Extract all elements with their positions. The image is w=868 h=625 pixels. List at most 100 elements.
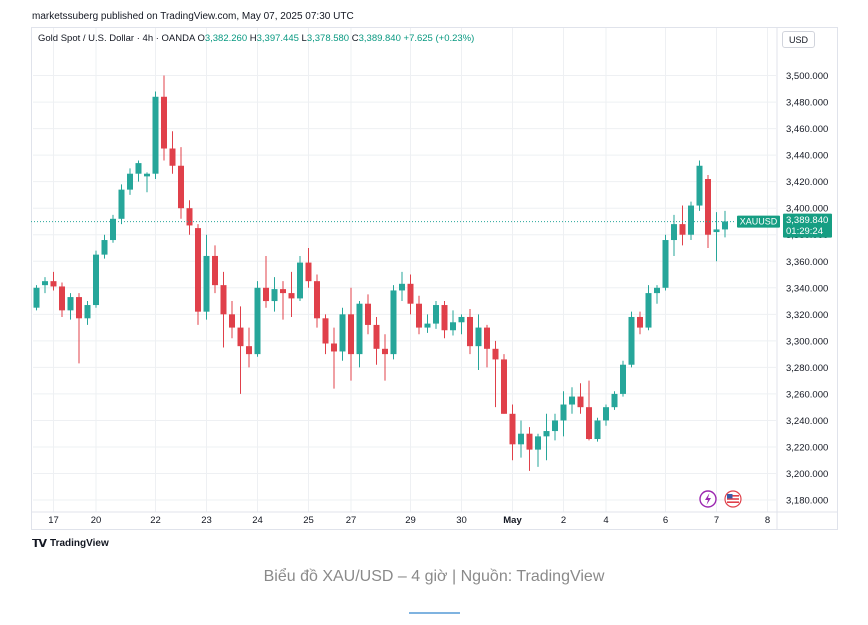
y-tick-label: 3,220.000 <box>786 442 828 453</box>
y-tick-label: 3,440.000 <box>786 151 828 162</box>
candle-body <box>713 229 720 233</box>
legend-high-label: H <box>249 33 257 44</box>
candle-body <box>628 316 635 365</box>
candle <box>552 413 558 441</box>
candle <box>322 314 329 355</box>
candle <box>671 214 677 256</box>
candle-body <box>212 255 218 286</box>
candle-body <box>246 346 252 355</box>
x-tick-label: 4 <box>603 515 608 526</box>
x-axis-labels: 17 20 22 23 24 25 27 29 30 May 2 4 6 7 8 <box>48 515 770 526</box>
candle <box>509 404 516 461</box>
candle <box>59 282 65 317</box>
candle <box>662 234 669 291</box>
candle <box>688 201 694 241</box>
y-tick-label: 3,240.000 <box>786 416 828 427</box>
price-tag: XAUUSD 3,389.840 01:29:24 <box>737 213 832 238</box>
us-flag-icon[interactable] <box>724 490 742 508</box>
candle <box>33 285 40 311</box>
y-tick-label: 3,300.000 <box>786 336 828 347</box>
x-tick-label: May <box>503 515 522 526</box>
candle-body <box>288 293 295 299</box>
x-tick-label: 23 <box>201 515 212 526</box>
candle-body <box>416 303 422 328</box>
candle <box>195 224 201 325</box>
y-tick-label: 3,500.000 <box>786 71 828 82</box>
candle <box>492 340 499 408</box>
candle-body <box>688 205 694 235</box>
candle <box>246 327 252 368</box>
candle-body <box>407 283 414 304</box>
candle-body <box>135 163 142 174</box>
candle <box>118 184 125 225</box>
candle <box>501 354 507 414</box>
lightning-icon[interactable] <box>699 490 717 508</box>
candle-body <box>645 293 652 328</box>
x-tick-label: 30 <box>456 515 467 526</box>
y-tick-label: 3,180.000 <box>786 496 828 507</box>
tradingview-brand: TradingView <box>50 538 109 549</box>
candle <box>331 327 337 389</box>
candle-body <box>696 165 703 206</box>
x-tick-label: 24 <box>252 515 263 526</box>
chart-frame[interactable] <box>31 27 838 530</box>
candle-body <box>118 189 125 219</box>
candle <box>569 387 575 414</box>
candle-body <box>237 327 244 347</box>
candle-body <box>195 228 201 312</box>
candle-body <box>662 240 669 288</box>
candle <box>628 311 635 368</box>
candle-body <box>339 314 346 352</box>
candle <box>458 314 465 335</box>
candle-body <box>679 224 686 235</box>
candle <box>424 314 431 333</box>
y-tick-label: 3,460.000 <box>786 124 828 135</box>
candle <box>263 255 269 308</box>
candle <box>314 274 320 328</box>
candle <box>280 281 286 320</box>
ohlc-legend: Gold Spot / U.S. Dollar · 4h · OANDA O3,… <box>38 33 474 44</box>
candle <box>212 245 218 294</box>
candle-body <box>144 173 150 177</box>
legend-open-value: 3,382.260 <box>204 33 248 44</box>
candle-body <box>59 286 65 311</box>
candle <box>348 287 354 381</box>
candle-body <box>722 221 728 230</box>
price-tag-price-bg <box>783 213 832 238</box>
candle <box>611 391 618 410</box>
price-tag-countdown: 01:29:24 <box>786 226 823 237</box>
x-tick-label: 7 <box>714 515 719 526</box>
candle <box>152 91 159 180</box>
candle-body <box>543 431 550 437</box>
x-tick-label: 20 <box>91 515 102 526</box>
x-tick-label: 25 <box>303 515 314 526</box>
candle-body <box>110 218 116 241</box>
tradingview-logo[interactable]: 𝗧𝗩 TradingView <box>32 537 109 550</box>
candle-body <box>671 224 677 241</box>
candle <box>390 285 397 360</box>
candle-body <box>186 208 193 226</box>
candle <box>271 277 278 312</box>
candle-body <box>577 396 584 408</box>
candle <box>356 301 363 368</box>
candle <box>144 172 150 193</box>
candle <box>373 316 380 365</box>
price-tag-symbol-bg <box>737 215 780 228</box>
y-tick-label: 3,260.000 <box>786 389 828 400</box>
candle <box>594 417 601 442</box>
candle-body <box>263 287 269 302</box>
caption-underline <box>409 612 460 614</box>
candle-body <box>356 303 363 355</box>
candle-body <box>348 314 354 355</box>
currency-button[interactable]: USD <box>782 31 815 48</box>
y-tick-label: 3,320.000 <box>786 310 828 321</box>
candle-body <box>475 327 482 347</box>
candle-body <box>254 287 261 355</box>
candle-body <box>93 254 99 306</box>
candle-body <box>560 404 567 421</box>
x-tick-label: 2 <box>561 515 566 526</box>
candle <box>93 250 99 308</box>
candle-body <box>382 348 388 355</box>
legend-close-value: 3,389.840 <box>358 33 401 44</box>
